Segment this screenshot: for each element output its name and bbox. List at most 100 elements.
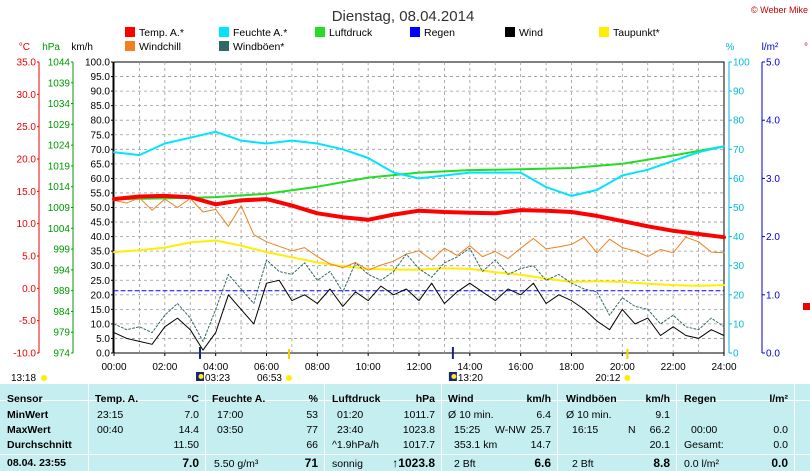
humidity-abs-value: 5.50 g/m³ [214,458,259,470]
humidity-tick-label: 10 [733,319,745,330]
temp-max-time: 00:40 [97,424,124,436]
gusts-beaufort: 2 Bft [572,458,594,470]
pressure-tick-label: 1014 [48,182,71,193]
pressure-tick-label: 1004 [48,224,71,235]
legend-label: Feuchte A.* [233,27,287,39]
moonset-label: 13:20 [458,373,483,384]
humidity-unit: % [308,393,318,405]
grid [114,62,724,353]
rain-total-value: 0.0 [773,439,788,451]
temp-tick-label: 35.0 [17,58,37,69]
temp-max-value: 14.4 [178,424,199,436]
wind-tick-label: 70.0 [91,145,111,156]
row-label-avg: Durchschnitt [7,439,72,451]
gusts-unit: km/h [645,393,670,405]
legend-swatch [219,41,229,51]
sensor-header: Sensor [7,393,43,405]
pressure-tick-label: 1029 [48,120,71,131]
humidity-tick-label: 60 [733,174,745,185]
rain-tick-label: 4.0 [766,116,780,127]
wind-tick-label: 75.0 [91,130,111,141]
gusts-avg10-label: Ø 10 min. [566,409,612,421]
rain-tick-label: 5.0 [766,58,780,69]
sunrise-label: 06:53 [257,373,282,384]
wind-header: Wind [448,393,474,405]
wind-tick-label: 20.0 [91,290,111,301]
gusts-max-time: 16:15 [572,424,599,436]
pressure-current-value: ↑1023.8 [392,456,435,470]
rain-tick-label: 2.0 [766,232,780,243]
wind-distance: 353.1 km [454,439,498,451]
sensor-column: Sensor MinWert MaxWert Durchschnitt 08.0… [0,384,88,471]
rain-tick-label: 3.0 [766,174,780,185]
pressure-forecast: sonnig [332,458,363,470]
sunset-icon [624,375,631,381]
temp-tick-label: 20.0 [17,155,37,166]
x-tick-label: 20:00 [610,362,635,373]
gusts-max-value: 66.2 [649,424,670,436]
legend-label: Temp. A.* [139,27,184,39]
temp-tick-label: -10.0 [13,349,36,360]
wind-tick-label: 55.0 [91,188,111,199]
pressure-trend: ^1.9hPa/h [332,439,379,451]
wind-avg10-value: 6.4 [536,409,551,421]
pressure-tick-label: 994 [53,265,70,276]
temp-min-time: 23:15 [97,409,124,421]
row-label-max: MaxWert [7,424,51,436]
wind-tick-label: 35.0 [91,247,111,258]
wind-avg10-label: Ø 10 min. [448,409,494,421]
wind-tick-label: 65.0 [91,159,111,170]
gusts-header: Windböen [566,393,617,405]
x-tick-label: 16:00 [508,362,533,373]
weather-chart: Dienstag, 08.04.2014 © Weber Mike Temp. … [11,5,810,384]
temp-avg-value: 11.50 [173,439,200,451]
wind-avg-value: 14.7 [530,439,551,451]
legend-swatch [219,27,229,37]
temp-tick-label: 15.0 [17,187,37,198]
right-edge-marker [803,303,810,310]
x-tick-label: 14:00 [457,362,482,373]
wind-unit: km/h [526,393,551,405]
x-tick-label: 22:00 [661,362,686,373]
humidity-tick-label: 0 [733,349,739,360]
x-tick-label: 02:00 [152,362,177,373]
x-tick-label: 00:00 [101,362,126,373]
legend-swatch [410,27,420,37]
temp-tick-label: 10.0 [17,219,37,230]
legend-swatch [125,41,135,51]
gusts-current-value: 8.8 [653,456,670,470]
temp-tick-label: 30.0 [17,90,37,101]
legend-label: Taupunkt* [613,27,660,39]
humidity-min-value: 53 [306,409,318,421]
pressure-tick-label: 1009 [48,203,71,214]
legend-swatch [125,27,135,37]
rain-max-value: 0.0 [773,424,788,436]
chart-title: Dienstag, 08.04.2014 [332,8,475,25]
rain-unit: l/m² [769,393,788,405]
humidity-tick-label: 30 [733,261,745,272]
wind-tick-label: 0.0 [96,349,110,360]
wind-column: Wind km/h Ø 10 min. 6.4 15:25 W-NW 25.7 … [442,384,557,471]
wind-tick-label: 10.0 [91,319,111,330]
pressure-tick-label: 1039 [48,78,71,89]
time-marks: 13:18 03:23 06:53 13:20 20:12 [11,347,631,384]
wind-tick-label: 50.0 [91,203,111,214]
humidity-header: Feuchte A. [212,393,266,405]
x-tick-label: 06:00 [254,362,279,373]
wind-tick-label: 30.0 [91,261,111,272]
pressure-unit: hPa [415,393,435,405]
pressure-tick-label: 984 [53,307,70,318]
x-tick-label: 10:00 [356,362,381,373]
wind-tick-label: 15.0 [91,305,111,316]
rain-current-value: 0.0 [771,456,788,470]
y-axes: 35.0 30.0 25.0 20.0 15.0 10.0 5.0 0.0 -5.0 -10.0 1… [13,58,780,360]
wind-tick-label: 60.0 [91,174,111,185]
pressure-tick-label: 1034 [48,99,71,110]
temp-tick-label: -5.0 [19,316,37,327]
humidity-tick-label: 70 [733,145,745,156]
humidity-axis-unit: % [726,42,735,53]
x-tick-label: 24:00 [711,362,736,373]
rain-total-label: Gesamt: [684,439,724,451]
humidity-current-value: 71 [304,456,318,470]
